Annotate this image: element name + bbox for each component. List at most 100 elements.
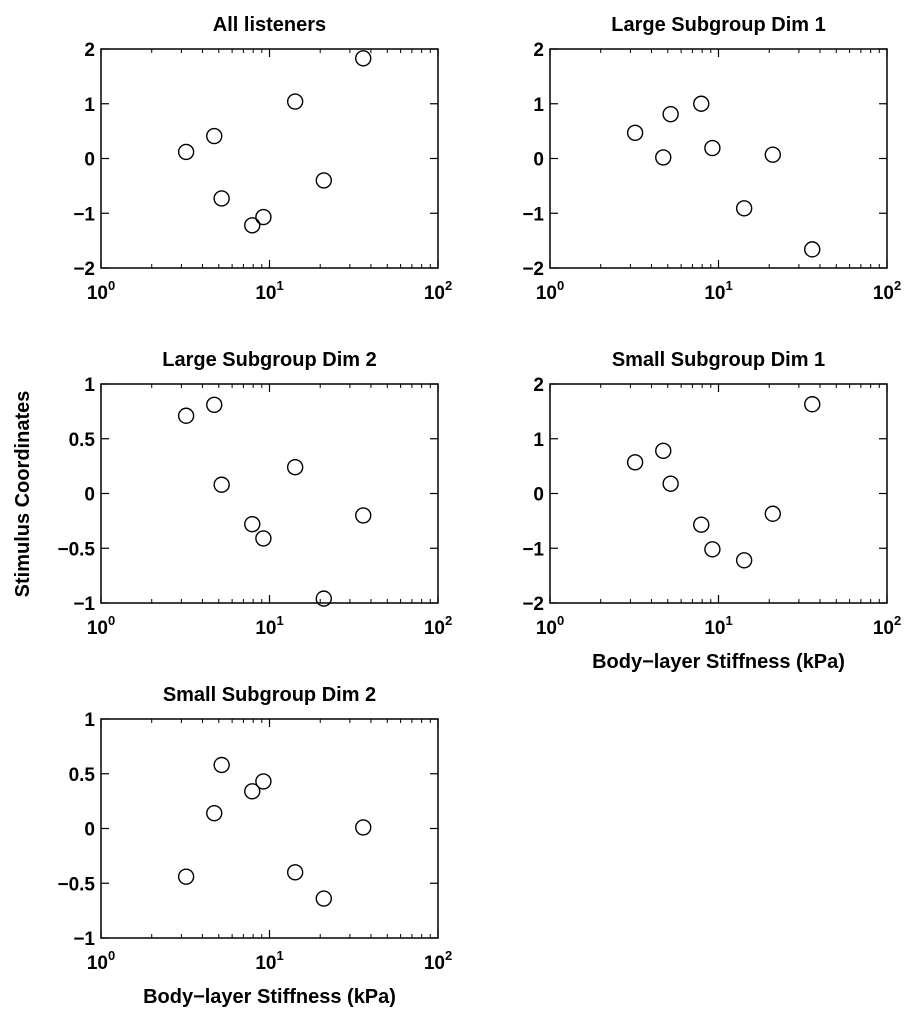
data-point [355,50,372,67]
x-tick-label: 100 [87,613,115,639]
x-axis-label: Body−layer Stiffness (kPa) [592,651,845,673]
x-tick-label: 100 [87,948,115,974]
data-point [213,476,230,493]
plot-area-frame [549,383,888,604]
x-tick-label: 102 [873,278,901,304]
panel-3: Large Subgroup Dim 2 100 101 102 1 0.5 0 −0.5 −1 [57,349,452,639]
data-point [206,396,223,414]
data-point [704,139,721,157]
data-point [662,475,679,492]
data-point [206,804,223,822]
data-point [286,864,304,881]
y-tick-label: −1 [73,594,95,615]
x-tick-label: 101 [704,278,732,304]
y-tick-label: −1 [73,204,95,225]
x-tick-label: 102 [873,613,901,639]
panel-5: Small Subgroup Dim 2 100 101 102 1 0.5 0 −0.5 −1… [57,684,452,1008]
plot-area-frame [100,48,439,269]
y-tick-label: 0 [84,820,95,841]
data-point [286,93,304,110]
data-point [804,241,821,258]
x-tick-label: 102 [424,948,452,974]
y-tick-label: −2 [522,594,544,615]
panel-4: Small Subgroup Dim 1 100 101 102 2 1 0 −1 −2 Body… [522,349,901,673]
plot-area-frame [549,48,888,269]
data-point [177,407,195,424]
y-tick-label: 0 [84,485,95,506]
data-point [735,200,753,217]
data-point [206,127,223,145]
y-tick-label: 1 [84,375,95,396]
x-tick-label: 101 [255,613,283,639]
y-tick-label: 1 [533,430,544,451]
data-point [355,507,372,524]
panel-title: Large Subgroup Dim 2 [162,349,376,371]
data-point [704,541,721,558]
data-point [244,783,261,800]
data-point [255,208,272,226]
data-point [315,172,332,189]
y-tick-label: 0 [84,150,95,171]
y-tick-label: −2 [73,259,95,280]
x-tick-label: 101 [704,613,732,639]
data-point [355,819,372,836]
data-point [213,190,230,207]
data-point [177,143,195,161]
data-point [286,459,304,476]
y-tick-label: −1 [522,539,544,560]
x-axis-label: Body−layer Stiffness (kPa) [143,986,396,1008]
y-tick-label: 2 [533,375,544,396]
plot-area-frame [100,383,439,604]
data-point [655,149,672,166]
data-point [315,890,332,907]
x-tick-label: 101 [255,948,283,974]
y-tick-label: 0.5 [69,430,96,451]
y-tick-label: 1 [84,95,95,116]
data-point [177,868,195,885]
y-tick-label: 1 [84,710,95,731]
x-tick-label: 100 [536,278,564,304]
panel-title: Large Subgroup Dim 1 [611,14,825,36]
shared-y-axis-label: Stimulus Coordinates [12,391,34,598]
panel-1: All listeners 100 101 102 2 1 0 −1 −2 [73,14,452,304]
panel-title: Small Subgroup Dim 2 [163,684,376,706]
panel-title: Small Subgroup Dim 1 [612,349,825,371]
data-point [244,515,261,533]
y-tick-label: 0 [533,150,544,171]
y-tick-label: 2 [533,40,544,61]
y-tick-label: −1 [73,929,95,950]
panel-title: All listeners [213,14,326,36]
data-point [764,146,781,163]
data-point [735,552,753,569]
y-tick-label: −0.5 [57,874,95,895]
x-tick-label: 101 [255,278,283,304]
y-tick-label: −0.5 [57,539,95,560]
x-tick-label: 102 [424,613,452,639]
data-point [315,590,332,607]
data-point [255,530,272,547]
data-point [626,454,644,471]
panel-2: Large Subgroup Dim 1 100 101 102 2 1 0 −1 −2 [522,14,901,304]
y-tick-label: 0 [533,485,544,506]
x-tick-label: 100 [87,278,115,304]
data-point [693,95,710,112]
plot-area-frame [100,718,439,939]
data-point [244,217,261,234]
data-point [213,756,230,774]
data-point [626,124,644,141]
data-point [255,773,272,790]
y-tick-label: 2 [84,40,95,61]
y-tick-label: −2 [522,259,544,280]
data-point [693,516,710,533]
data-point [662,105,679,123]
x-tick-label: 102 [424,278,452,304]
data-point [764,505,781,522]
y-tick-label: 1 [533,95,544,116]
y-tick-label: 0.5 [69,765,96,786]
data-point [804,396,821,413]
y-tick-label: −1 [522,204,544,225]
data-point [655,442,672,459]
x-tick-label: 100 [536,613,564,639]
